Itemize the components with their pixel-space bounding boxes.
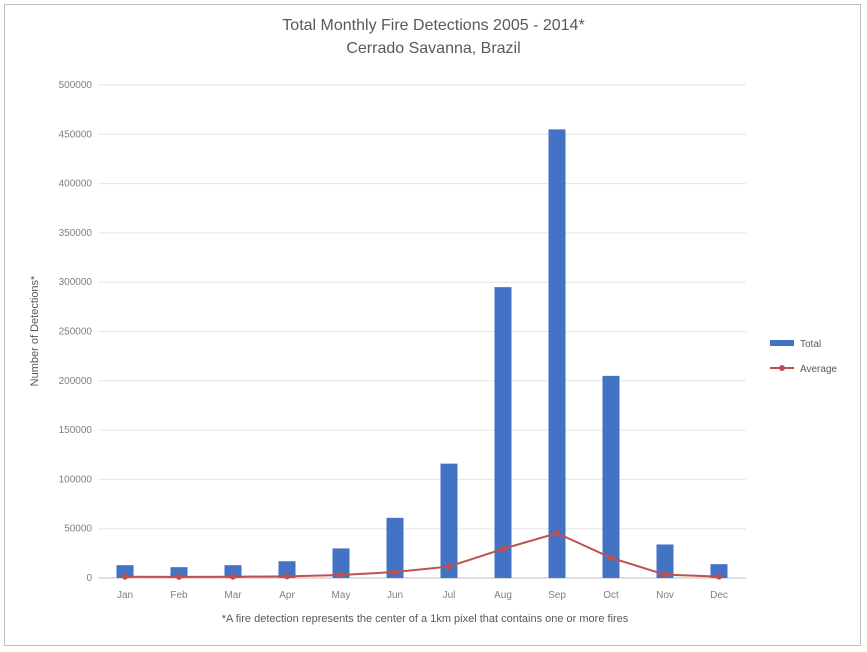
chart-footnote: *A fire detection represents the center … (222, 613, 629, 625)
y-axis-label: Number of Detections* (29, 275, 41, 386)
x-tick-label: Jul (443, 590, 456, 601)
average-point-nov (662, 571, 668, 578)
x-tick-label: Apr (279, 590, 295, 601)
bar-oct (602, 375, 620, 578)
bar-may (332, 548, 350, 578)
average-point-oct (608, 554, 614, 561)
legend-label-average: Average (800, 364, 838, 375)
x-tick-label: Feb (170, 590, 188, 601)
y-tick-label: 100000 (59, 474, 93, 485)
average-point-apr (284, 573, 290, 580)
y-tick-label: 50000 (64, 524, 92, 535)
x-tick-label: Oct (603, 590, 619, 601)
y-tick-label: 400000 (59, 179, 93, 190)
average-point-mar (230, 573, 236, 580)
legend-marker-average (779, 365, 785, 371)
x-tick-label: May (332, 590, 351, 601)
average-point-jun (392, 568, 398, 575)
bar-dec (710, 564, 728, 578)
y-tick-label: 300000 (59, 277, 93, 288)
y-tick-label: 500000 (59, 80, 93, 91)
average-point-feb (176, 573, 182, 580)
average-point-jan (122, 573, 128, 580)
legend-label-total: Total (800, 339, 821, 350)
x-tick-label: Jun (387, 590, 403, 601)
y-tick-label: 0 (86, 573, 92, 584)
x-tick-label: Jan (117, 590, 133, 601)
bar-jan (116, 565, 134, 578)
bar-apr (278, 561, 296, 578)
chart-subtitle: Cerrado Savanna, Brazil (346, 40, 521, 57)
y-tick-label: 200000 (59, 376, 93, 387)
chart-frame (4, 4, 861, 646)
legend-swatch-total (770, 340, 794, 346)
bar-sep (548, 129, 566, 578)
bar-aug (494, 287, 512, 578)
bar-feb (170, 567, 188, 578)
chart-title: Total Monthly Fire Detections 2005 - 201… (282, 17, 585, 34)
average-point-may (338, 572, 344, 579)
y-tick-label: 250000 (59, 327, 93, 338)
bar-mar (224, 565, 242, 578)
x-tick-label: Sep (548, 590, 566, 601)
average-point-dec (716, 573, 722, 580)
y-tick-label: 450000 (59, 129, 93, 140)
average-point-jul (446, 563, 452, 570)
bar-nov (656, 544, 674, 578)
y-tick-label: 350000 (59, 228, 93, 239)
average-point-aug (500, 545, 506, 552)
bar-jun (386, 517, 404, 578)
x-tick-label: Nov (656, 590, 674, 601)
bar-jul (440, 463, 458, 578)
y-tick-label: 150000 (59, 425, 93, 436)
average-point-sep (554, 530, 560, 537)
x-tick-label: Mar (224, 590, 242, 601)
legend: Total Average (770, 339, 838, 375)
average-line (124, 532, 720, 578)
x-tick-label: Dec (710, 590, 728, 601)
x-tick-label: Aug (494, 590, 512, 601)
